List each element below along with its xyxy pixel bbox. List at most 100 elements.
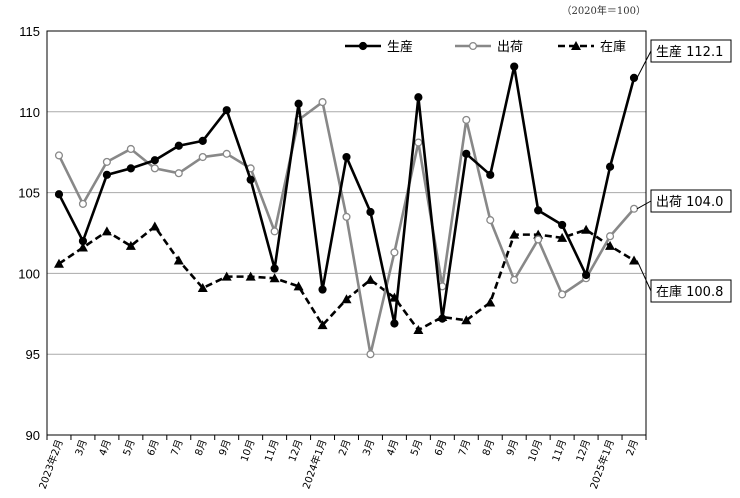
data-point	[606, 232, 615, 241]
callout-label: 出荷 104.0	[656, 195, 723, 210]
y-tick-label: 100	[18, 266, 40, 281]
legend-entry: 生産	[345, 39, 413, 55]
data-point	[53, 258, 64, 268]
callout-label: 生産 112.1	[656, 44, 723, 60]
data-point	[462, 115, 471, 124]
x-tick-label: 11月	[550, 438, 569, 463]
data-point	[605, 240, 616, 250]
legend-entry: 出荷	[455, 40, 523, 55]
data-point	[246, 175, 255, 184]
data-point	[605, 162, 615, 171]
series-生産	[54, 62, 639, 328]
legend-entry: 在庫	[558, 40, 626, 55]
data-point	[509, 229, 520, 239]
plot-frame	[46, 30, 647, 436]
x-tick-label: 8月	[193, 438, 210, 457]
data-point	[461, 315, 472, 325]
data-point	[150, 164, 159, 173]
x-tick-label: 5月	[408, 438, 425, 457]
unit-note: （2020年＝100）	[561, 4, 646, 17]
data-point	[78, 199, 87, 208]
x-tick-label: 10月	[526, 438, 545, 463]
data-point	[414, 138, 423, 147]
series-layer	[53, 62, 640, 359]
y-axis-ticks: 90 95 100 105 110 115	[18, 24, 40, 443]
data-point	[293, 281, 304, 291]
data-point	[558, 220, 567, 230]
x-tick-label: 4月	[384, 438, 401, 457]
callout-label: 在庫 100.8	[656, 285, 723, 300]
data-point	[270, 264, 279, 273]
data-point	[485, 297, 496, 307]
data-point	[366, 350, 375, 359]
gridlines	[47, 111, 646, 355]
data-point	[174, 141, 183, 150]
data-point	[413, 324, 424, 334]
data-point	[222, 106, 231, 115]
data-point	[125, 240, 136, 250]
data-point	[629, 73, 639, 82]
data-point	[78, 236, 88, 246]
x-tick-label: 8月	[480, 438, 497, 457]
data-point	[358, 41, 368, 51]
callout-在庫: 在庫 100.8	[636, 260, 732, 303]
data-point	[510, 275, 519, 284]
data-point	[317, 320, 328, 330]
data-point	[629, 255, 640, 265]
callout-box	[650, 279, 732, 303]
x-tick-label: 2月	[624, 438, 641, 457]
data-point	[150, 156, 159, 165]
data-point	[486, 170, 495, 179]
callout-leader	[636, 50, 652, 79]
data-point	[557, 232, 568, 242]
data-point	[366, 207, 375, 217]
series-出荷	[54, 98, 639, 359]
data-point	[534, 235, 543, 244]
data-point	[342, 212, 351, 221]
data-point	[582, 270, 591, 280]
y-tick-label: 110	[19, 105, 40, 120]
x-tick-label: 3月	[73, 438, 90, 457]
x-tick-label: 12月	[286, 438, 305, 463]
data-point	[270, 227, 279, 236]
x-tick-label: 3月	[360, 438, 377, 457]
data-point	[365, 274, 376, 284]
x-tick-label: 12月	[574, 438, 593, 463]
data-point	[414, 93, 423, 102]
x-tick-label: 7月	[456, 438, 473, 457]
data-point	[486, 216, 495, 225]
callout-leader	[636, 260, 652, 292]
legend-label: 生産	[387, 39, 413, 55]
series-line	[57, 100, 635, 356]
data-point	[101, 226, 112, 236]
data-point	[318, 98, 327, 107]
x-tick-label: 5月	[121, 438, 138, 457]
callout-出荷: 出荷 104.0	[636, 189, 732, 213]
data-point	[571, 41, 581, 50]
data-point	[581, 224, 592, 234]
data-point	[54, 190, 64, 199]
y-tick-label: 95	[26, 347, 40, 362]
series-line	[58, 225, 635, 332]
x-tick-label: 10月	[238, 438, 257, 463]
data-point	[126, 164, 135, 173]
data-point	[269, 273, 280, 283]
data-point	[149, 221, 160, 231]
legend-label: 在庫	[600, 40, 626, 55]
x-tick-label: 7月	[169, 438, 186, 457]
series-在庫	[53, 221, 640, 334]
x-tick-label: 9月	[217, 438, 234, 457]
y-tick-label: 90	[26, 428, 40, 443]
callout-box	[650, 39, 732, 63]
data-point	[390, 319, 399, 328]
callouts: 生産 112.1 出荷 104.0 在庫 100.8	[636, 39, 732, 303]
data-point	[102, 157, 111, 166]
data-point	[294, 99, 303, 108]
callout-leader	[636, 200, 652, 210]
data-point	[390, 248, 399, 257]
data-point	[77, 242, 88, 252]
data-point	[102, 170, 112, 179]
legend-label: 出荷	[497, 40, 523, 55]
